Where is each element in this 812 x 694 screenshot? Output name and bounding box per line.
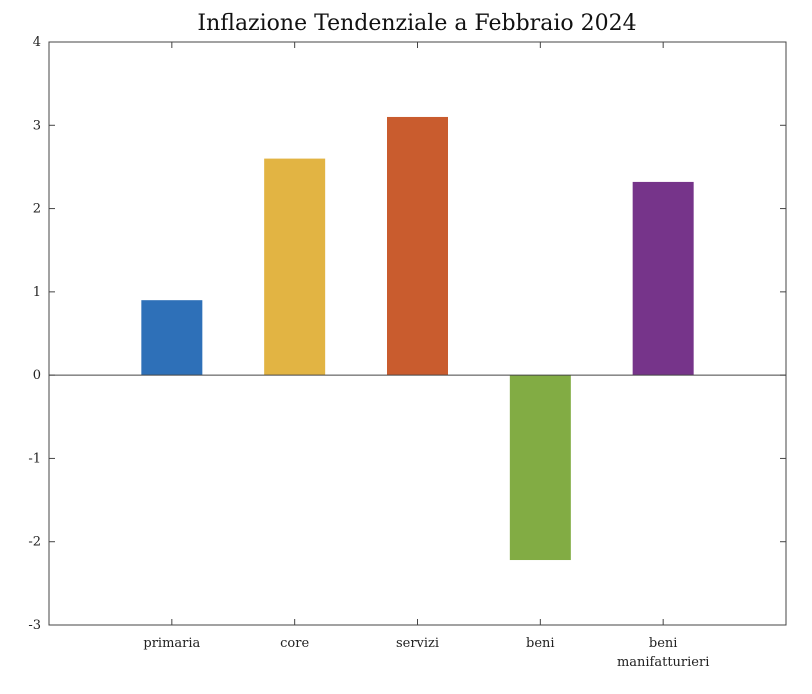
y-tick-label: 1 xyxy=(33,285,41,300)
y-tick-label: -1 xyxy=(28,451,41,466)
bar xyxy=(264,158,326,376)
x-tick-label: primaria xyxy=(143,636,200,651)
chart-title: Inflazione Tendenziale a Febbraio 2024 xyxy=(197,11,636,36)
bar xyxy=(632,181,694,376)
y-tick-label: 0 xyxy=(33,368,41,383)
x-axis: primaria core servizi beni beni manifatturier… xyxy=(143,42,709,670)
bar xyxy=(141,300,203,376)
x-tick-label: manifatturieri xyxy=(617,655,709,670)
y-tick-label: 2 xyxy=(33,202,41,217)
y-tick-label: -3 xyxy=(28,618,41,633)
bar xyxy=(387,116,448,376)
bar xyxy=(509,375,571,561)
bar-series xyxy=(141,116,694,561)
x-tick-label: beni xyxy=(649,636,678,651)
y-tick-label: -2 xyxy=(28,535,41,550)
y-tick-label: 3 xyxy=(33,118,41,133)
x-tick-label: core xyxy=(280,636,309,651)
x-tick-label: beni xyxy=(526,636,555,651)
x-tick-label: servizi xyxy=(396,636,439,651)
y-tick-label: 4 xyxy=(33,35,41,50)
